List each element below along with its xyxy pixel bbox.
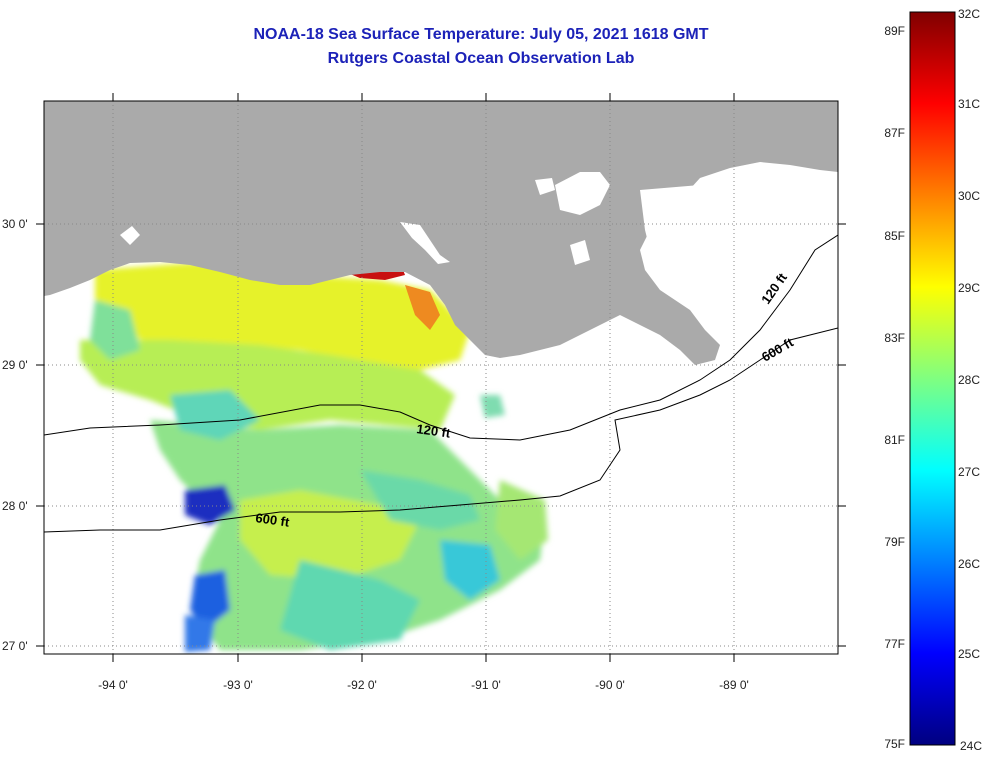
colorbar-c-label: 31C <box>958 97 980 111</box>
axis-ticks <box>36 93 846 662</box>
plot-frame <box>43 100 839 655</box>
colorbar-f-label: 83F <box>884 331 905 345</box>
colorbar-c-label: 32C <box>958 7 980 21</box>
land-mass <box>44 101 838 365</box>
lat-label: 28 0' <box>2 499 28 513</box>
contour-label-120-a: 120 ft <box>416 421 452 441</box>
colorbar-f-label: 89F <box>884 24 905 38</box>
colorbar-c-label: 24C <box>960 739 982 753</box>
colorbar <box>909 11 956 746</box>
lon-label: -89 0' <box>719 678 749 692</box>
sst-data-layer <box>80 262 548 652</box>
inland-bay <box>570 240 590 265</box>
lon-label: -92 0' <box>347 678 377 692</box>
map-title: NOAA-18 Sea Surface Temperature: July 05… <box>253 26 709 43</box>
map-subtitle: Rutgers Coastal Ocean Observation Lab <box>327 50 635 67</box>
warm-coastal-patch <box>405 285 440 330</box>
colorbar-c-label: 25C <box>958 647 980 661</box>
colorbar-c-label: 28C <box>958 373 980 387</box>
colorbar-f-label: 85F <box>884 229 905 243</box>
lake-maurepas <box>535 178 555 195</box>
lake-pontchartrain <box>555 172 610 215</box>
grid-lines <box>44 101 838 654</box>
colorbar-f-label: 81F <box>884 433 905 447</box>
lat-label: 27 0' <box>2 639 28 653</box>
colorbar-c-label: 27C <box>958 465 980 479</box>
contour-120ft <box>44 234 838 441</box>
colorbar-c-label: 26C <box>958 557 980 571</box>
sabine-lake <box>120 226 140 245</box>
mississippi-sound <box>640 172 835 300</box>
lat-label: 29 0' <box>2 358 28 372</box>
atchafalaya-bay <box>400 222 450 264</box>
contour-600ft <box>44 327 838 533</box>
colorbar-c-label: 29C <box>958 281 980 295</box>
lon-label: -91 0' <box>471 678 501 692</box>
lon-label: -94 0' <box>98 678 128 692</box>
colorbar-f-label: 87F <box>884 126 905 140</box>
contour-label-600-a: 600 ft <box>255 510 291 530</box>
colorbar-f-label: 75F <box>884 737 905 751</box>
colorbar-f-label: 77F <box>884 637 905 651</box>
lon-label: -90 0' <box>595 678 625 692</box>
lon-label: -93 0' <box>223 678 253 692</box>
colorbar-c-label: 30C <box>958 189 980 203</box>
lat-label: 30 0' <box>2 217 28 231</box>
colorbar-f-label: 79F <box>884 535 905 549</box>
